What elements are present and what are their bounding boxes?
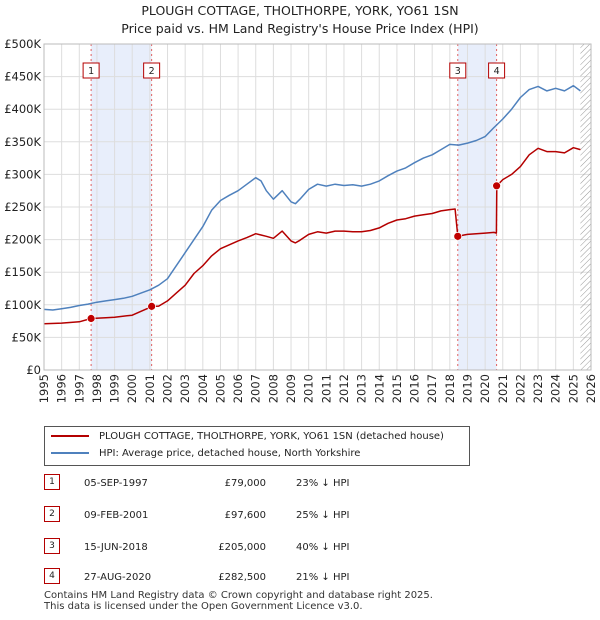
sale-row: 1 05-SEP-1997 £79,000 23% ↓ HPI — [44, 474, 464, 492]
sale-label-number: 4 — [494, 66, 500, 77]
y-tick-label: £500K — [4, 37, 41, 51]
x-tick-label: 2013 — [355, 374, 369, 403]
sale-label-number: 2 — [149, 66, 155, 77]
sale-row: 2 09-FEB-2001 £97,600 25% ↓ HPI — [44, 506, 464, 524]
sale-date: 05-SEP-1997 — [84, 478, 148, 489]
footer-licence: This data is licensed under the Open Gov… — [44, 601, 363, 612]
sale-number-badge: 2 — [44, 506, 60, 522]
sale-label-number: 3 — [455, 66, 461, 77]
forecast-hatch — [580, 44, 591, 370]
x-tick-label: 1995 — [37, 374, 51, 403]
x-tick-label: 2010 — [302, 374, 316, 403]
sale-point — [147, 301, 157, 311]
x-tick-label: 2019 — [460, 374, 474, 403]
y-tick-label: £400K — [4, 102, 41, 116]
x-tick-label: 2000 — [125, 374, 139, 403]
x-tick-label: 2011 — [319, 374, 333, 403]
sale-point — [492, 181, 501, 191]
sale-date: 15-JUN-2018 — [84, 542, 148, 553]
sale-price: £97,600 — [224, 510, 266, 521]
x-tick-label: 2005 — [213, 374, 227, 403]
footer: Contains HM Land Registry data © Crown c… — [44, 590, 433, 612]
sale-row: 3 15-JUN-2018 £205,000 40% ↓ HPI — [44, 538, 464, 556]
sale-hpi-diff: 25% ↓ HPI — [296, 510, 350, 521]
sale-price: £282,500 — [218, 572, 266, 583]
x-tick-label: 2016 — [408, 374, 422, 403]
sale-price: £79,000 — [224, 478, 266, 489]
sale-hpi-diff: 21% ↓ HPI — [296, 572, 350, 583]
y-tick-label: £200K — [4, 233, 41, 247]
sale-label-number: 1 — [88, 66, 94, 77]
x-tick-label: 2001 — [143, 374, 157, 403]
y-tick-label: £350K — [4, 135, 41, 149]
sale-price: £205,000 — [218, 542, 266, 553]
sale-point — [86, 314, 96, 323]
chart-title: PLOUGH COTTAGE, THOLTHORPE, YORK, YO61 1… — [141, 3, 459, 18]
chart-title-block: PLOUGH COTTAGE, THOLTHORPE, YORK, YO61 1… — [0, 2, 600, 38]
sale-number-badge: 3 — [44, 538, 60, 554]
x-tick-label: 2012 — [337, 374, 351, 403]
x-tick-label: 1998 — [90, 374, 104, 403]
x-tick-label: 2024 — [549, 374, 563, 403]
x-tick-label: 2003 — [178, 374, 192, 403]
legend-item-price: PLOUGH COTTAGE, THOLTHORPE, YORK, YO61 1… — [51, 429, 444, 445]
y-tick-label: £0 — [26, 363, 41, 377]
y-tick-label: £450K — [4, 70, 41, 84]
legend-swatch-price — [51, 435, 89, 437]
sale-point — [453, 231, 463, 241]
x-tick-label: 2025 — [566, 374, 580, 403]
x-tick-label: 2007 — [249, 374, 263, 403]
sale-date: 09-FEB-2001 — [84, 510, 149, 521]
legend: PLOUGH COTTAGE, THOLTHORPE, YORK, YO61 1… — [44, 426, 470, 466]
x-tick-label: 2018 — [443, 374, 457, 403]
sale-label-box — [143, 62, 161, 79]
sale-label-box — [449, 62, 467, 79]
legend-item-hpi: HPI: Average price, detached house, Nort… — [51, 446, 360, 462]
footer-copyright: Contains HM Land Registry data © Crown c… — [44, 590, 433, 601]
y-tick-label: £300K — [4, 167, 41, 181]
legend-swatch-hpi — [51, 452, 89, 454]
chart-subtitle: Price paid vs. HM Land Registry's House … — [121, 21, 479, 36]
x-tick-label: 2021 — [496, 374, 510, 403]
sale-label-box — [488, 62, 506, 79]
sale-date: 27-AUG-2020 — [84, 572, 152, 583]
y-tick-label: £100K — [4, 298, 41, 312]
hpi-series-line — [43, 84, 581, 311]
x-tick-label: 2026 — [584, 374, 598, 403]
legend-label-hpi: HPI: Average price, detached house, Nort… — [99, 448, 361, 459]
x-tick-label: 2006 — [231, 374, 245, 403]
y-tick-label: £150K — [4, 265, 41, 279]
x-tick-label: 2020 — [478, 374, 492, 403]
y-tick-label: £250K — [4, 200, 41, 214]
sale-row: 4 27-AUG-2020 £282,500 21% ↓ HPI — [44, 568, 464, 586]
x-tick-label: 1996 — [55, 374, 69, 403]
sale-hpi-diff: 40% ↓ HPI — [296, 542, 350, 553]
sale-number-badge: 4 — [44, 568, 60, 584]
x-tick-label: 1997 — [72, 374, 86, 403]
x-tick-label: 1999 — [108, 374, 122, 403]
x-tick-label: 2004 — [196, 374, 210, 403]
x-tick-label: 2017 — [425, 374, 439, 403]
sale-label-box — [82, 62, 100, 79]
y-tick-label: £50K — [12, 330, 42, 344]
sale-number-badge: 1 — [44, 474, 60, 490]
x-tick-label: 2023 — [531, 374, 545, 403]
x-tick-label: 2014 — [372, 374, 386, 403]
price-paid-series-line — [43, 146, 581, 325]
x-tick-label: 2015 — [390, 374, 404, 403]
sale-hpi-diff: 23% ↓ HPI — [296, 478, 350, 489]
x-tick-label: 2009 — [284, 374, 298, 403]
x-tick-label: 2008 — [266, 374, 280, 403]
x-tick-label: 2022 — [513, 374, 527, 403]
x-tick-label: 2002 — [161, 374, 175, 403]
plot-border — [43, 43, 592, 371]
legend-label-price: PLOUGH COTTAGE, THOLTHORPE, YORK, YO61 1… — [99, 431, 444, 442]
price-chart: 1 2 3 4 £0 £50K £100K £150K £200K £250K £300K £350… — [4, 37, 598, 403]
